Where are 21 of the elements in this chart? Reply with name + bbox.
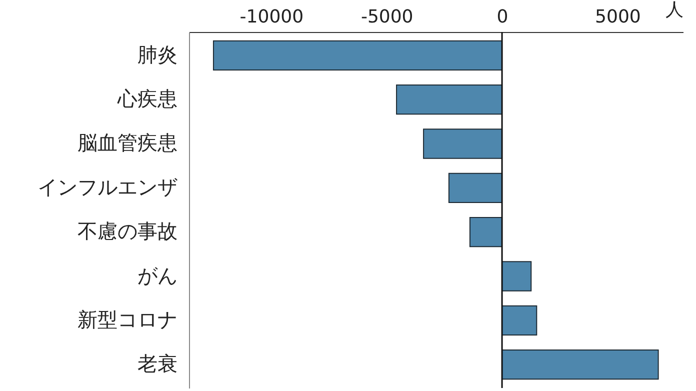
- y-tick-label: 肺炎: [138, 42, 178, 66]
- y-tick-label: 不慮の事故: [78, 219, 178, 244]
- y-tick-label: インフルエンザ: [38, 174, 178, 199]
- bar: [502, 261, 532, 292]
- y-tick-label: がん: [138, 263, 178, 288]
- bar: [502, 350, 659, 380]
- y-tick-label: 老衰: [138, 352, 178, 376]
- y-tick-label: 脳血管疾患: [78, 130, 178, 155]
- bar: [396, 84, 503, 115]
- bar: [212, 40, 503, 70]
- x-axis-title: 人: [666, 0, 684, 20]
- x-tick-label: 0: [496, 6, 508, 28]
- bar: [448, 172, 503, 203]
- y-tick-label: 心疾患: [116, 86, 178, 111]
- y-tick-label: 新型コロナ: [78, 307, 178, 332]
- x-tick-label: -10000: [240, 6, 304, 28]
- x-tick-label: 5000: [595, 6, 641, 28]
- x-tick-label: -5000: [360, 6, 414, 28]
- bar: [423, 128, 503, 159]
- bar: [502, 305, 538, 336]
- bar: [469, 217, 503, 248]
